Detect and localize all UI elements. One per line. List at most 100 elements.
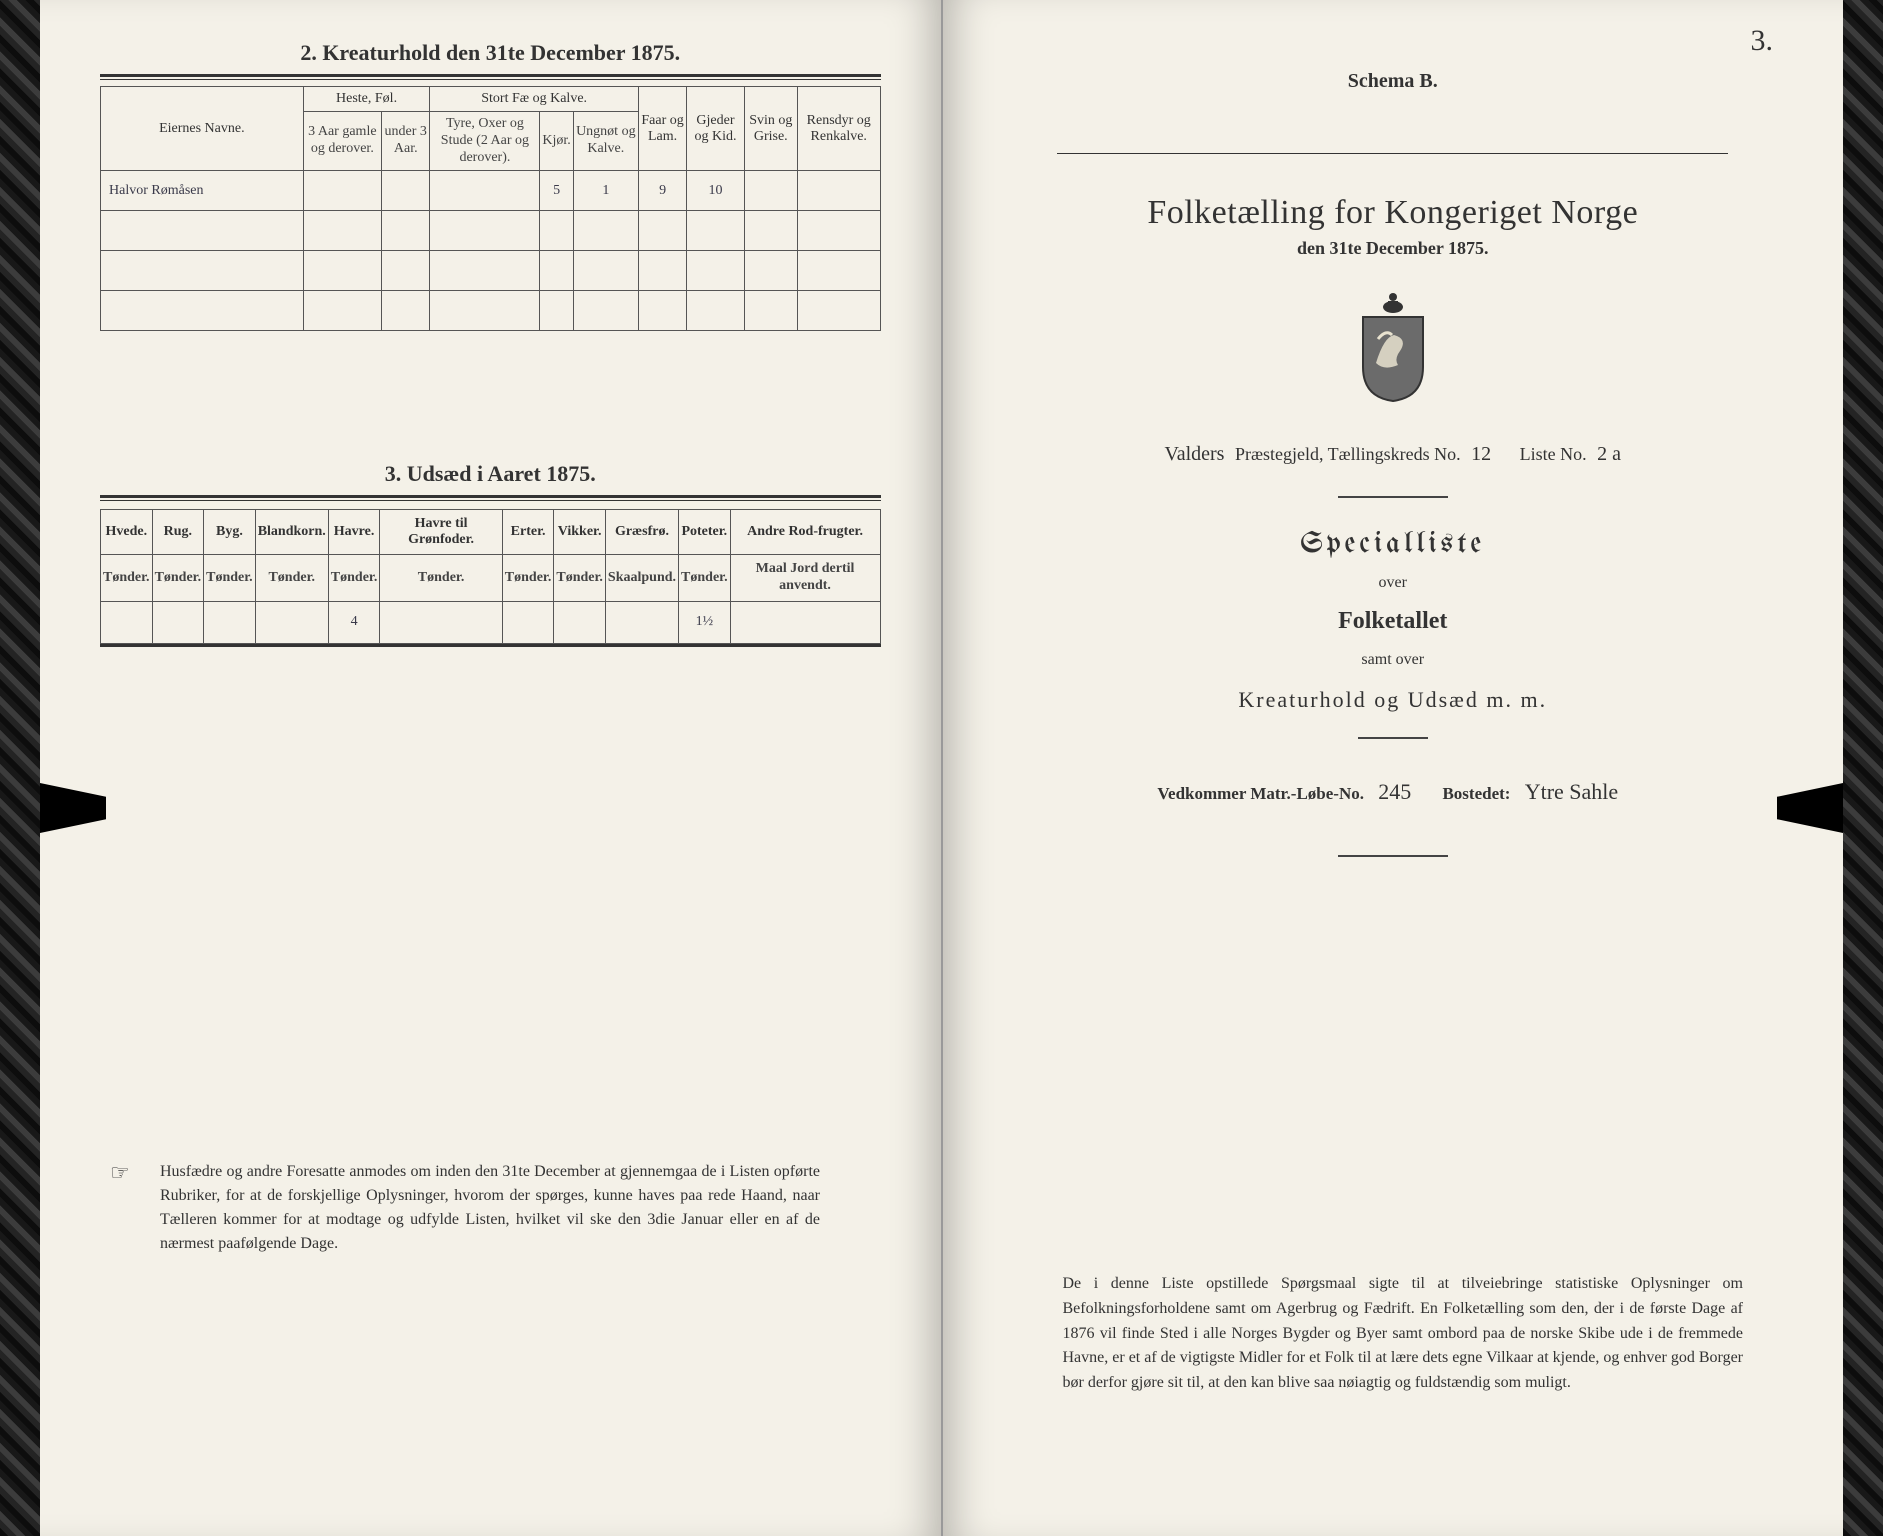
samt-label: samt over (1003, 651, 1784, 669)
cell (430, 251, 540, 291)
schema-label: Schema B. (1003, 70, 1784, 93)
col-havre: Havre. (328, 510, 380, 555)
cell (382, 211, 430, 251)
specialliste: Specialliste (1003, 528, 1784, 560)
cell (430, 211, 540, 251)
cell (573, 251, 638, 291)
cell-kjor: 5 (540, 171, 573, 211)
cell (687, 291, 744, 331)
col-owner: Eiernes Navne. (101, 87, 304, 171)
cell-havre: 4 (328, 601, 380, 643)
cell (797, 291, 880, 331)
section3-title: 3. Udsæd i Aaret 1875. (100, 461, 881, 487)
rule (100, 500, 881, 501)
separator (1358, 737, 1428, 739)
unit: Tønder. (255, 555, 328, 602)
binding-noise-right (1843, 0, 1883, 1536)
unit: Tønder. (380, 555, 502, 602)
left-footnote: Husfædre og andre Foresatte anmodes om i… (160, 1160, 820, 1256)
col-erter: Erter. (502, 510, 554, 555)
cell (605, 601, 678, 643)
page-right: 3. Schema B. Folketælling for Kongeriget… (943, 0, 1844, 1536)
cell (744, 251, 797, 291)
matr-label: Vedkommer Matr.-Løbe-No. (1157, 784, 1364, 803)
cell (101, 291, 304, 331)
col-sheep: Faar og Lam. (638, 87, 686, 171)
col-cattle-b: Kjør. (540, 112, 573, 171)
rule (100, 74, 881, 77)
col-andre: Andre Rod-frugter. (730, 510, 880, 555)
coat-of-arms-icon (1348, 293, 1438, 403)
unit: Tønder. (152, 555, 204, 602)
cell (255, 601, 328, 643)
unit: Tønder. (554, 555, 606, 602)
unit: Tønder. (328, 555, 380, 602)
cell (540, 251, 573, 291)
census-subtitle: den 31te December 1875. (1003, 238, 1784, 259)
cell (101, 251, 304, 291)
col-bland: Blandkorn. (255, 510, 328, 555)
col-horses-b: under 3 Aar. (382, 112, 430, 171)
kreaturhold: Kreaturhold og Udsæd m. m. (1003, 687, 1784, 713)
cell (303, 171, 381, 211)
liste-label: Liste No. (1520, 444, 1587, 464)
cell (687, 211, 744, 251)
cell (797, 171, 880, 211)
rule (1057, 153, 1728, 154)
col-byg: Byg. (204, 510, 256, 555)
cell (502, 601, 554, 643)
cell (797, 251, 880, 291)
cell (152, 601, 204, 643)
cell (382, 251, 430, 291)
col-pigs: Svin og Grise. (744, 87, 797, 171)
col-hvede: Hvede. (101, 510, 153, 555)
kreds-no: 12 (1471, 443, 1491, 465)
matr-no: 245 (1378, 779, 1411, 804)
cell (540, 291, 573, 331)
col-poteter: Poteter. (679, 510, 731, 555)
unit: Tønder. (679, 555, 731, 602)
unit: Tønder. (204, 555, 256, 602)
cell (797, 211, 880, 251)
folketallet: Folketallet (1003, 608, 1784, 635)
unit: Skaalpund. (605, 555, 678, 602)
cell (744, 171, 797, 211)
rule (100, 495, 881, 498)
cell (430, 291, 540, 331)
census-title: Folketælling for Kongeriget Norge (1003, 194, 1784, 232)
cell (430, 171, 540, 211)
seed-table: Hvede. Rug. Byg. Blandkorn. Havre. Havre… (100, 509, 881, 644)
cell-ungnot: 1 (573, 171, 638, 211)
livestock-table: Eiernes Navne. Heste, Føl. Stort Fæ og K… (100, 86, 881, 331)
unit: Tønder. (502, 555, 554, 602)
cell (638, 251, 686, 291)
page-right-content: Schema B. Folketælling for Kongeriget No… (943, 0, 1844, 927)
binding-noise-left (0, 0, 40, 1536)
cell (687, 251, 744, 291)
col-cattle: Stort Fæ og Kalve. (430, 87, 638, 112)
cell (101, 211, 304, 251)
bostedet-label: Bostedet: (1442, 784, 1510, 803)
cell (744, 211, 797, 251)
col-cattle-a: Tyre, Oxer og Stude (2 Aar og derover). (430, 112, 540, 171)
col-vikker: Vikker. (554, 510, 606, 555)
separator (1338, 496, 1448, 498)
cell (573, 211, 638, 251)
cell (554, 601, 606, 643)
cell-poteter: 1½ (679, 601, 731, 643)
col-rug: Rug. (152, 510, 204, 555)
cell (303, 211, 381, 251)
col-reindeer: Rensdyr og Renkalve. (797, 87, 880, 171)
page-number: 3. (1751, 24, 1774, 58)
right-footnote: De i denne Liste opstillede Spørgsmaal s… (1063, 1272, 1744, 1396)
page-clip-left (40, 780, 106, 836)
cell (303, 251, 381, 291)
parish-label: Præstegjeld, Tællingskreds No. (1235, 444, 1461, 464)
col-gras: Græsfrø. (605, 510, 678, 555)
liste-no: 2 a (1597, 443, 1621, 465)
section2-title: 2. Kreaturhold den 31te December 1875. (100, 40, 881, 66)
page-left: 2. Kreaturhold den 31te December 1875. E… (40, 0, 943, 1536)
cell-sheep: 9 (638, 171, 686, 211)
cell (638, 291, 686, 331)
book-spread: 2. Kreaturhold den 31te December 1875. E… (0, 0, 1883, 1536)
